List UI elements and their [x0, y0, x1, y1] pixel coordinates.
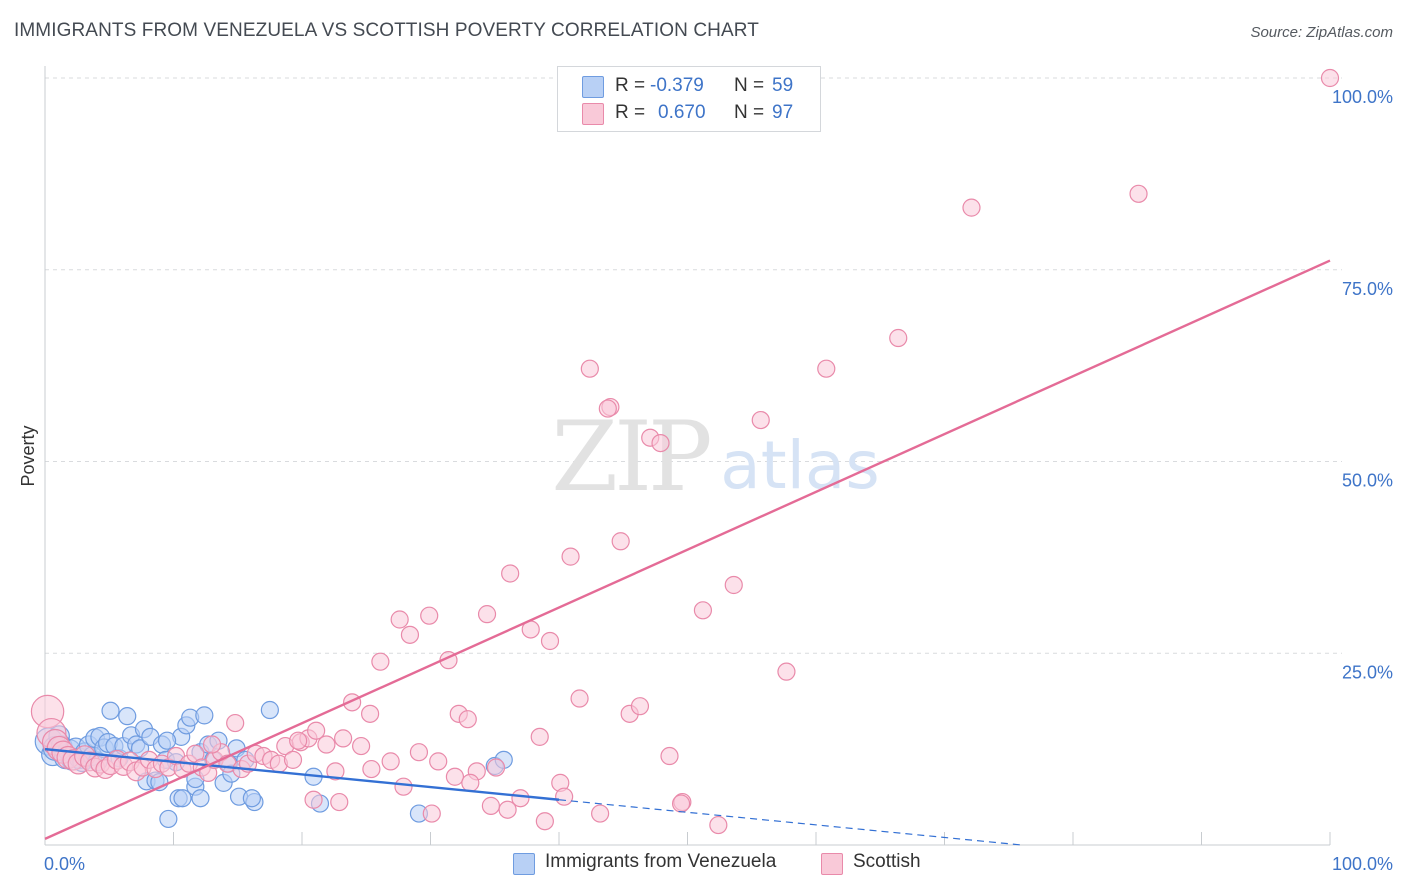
scottish-point — [326, 762, 345, 781]
venezuela-point — [242, 789, 261, 808]
scottish-point — [334, 729, 353, 748]
venezuela-trend-line — [44, 747, 560, 801]
x-tick-label-start: 0.0% — [44, 854, 85, 874]
scottish-point — [817, 359, 836, 378]
series-scottish-points — [30, 68, 1340, 835]
trend-lines — [44, 259, 1331, 846]
venezuela-point — [101, 701, 120, 720]
scottish-point — [461, 773, 480, 792]
y-tick-label: 50.0% — [1342, 471, 1393, 491]
scottish-point — [530, 727, 549, 746]
scottish-point — [477, 605, 497, 624]
legend-n-value-scottish: 97 — [772, 102, 794, 123]
scottish-point — [498, 800, 517, 819]
tick-labels: 25.0% 50.0% 75.0% 100.0% 0.0% 100.0% — [44, 87, 1393, 874]
scottish-point — [330, 792, 349, 812]
scottish-point — [361, 704, 380, 723]
watermark-atlas: atlas — [720, 427, 880, 504]
scottish-point — [580, 359, 599, 378]
scottish-point — [1129, 184, 1148, 203]
legend-r-value-scottish: 0.670 — [658, 102, 706, 123]
scottish-point — [693, 601, 713, 620]
venezuela-point — [118, 707, 137, 726]
legend-r-value-venezuela: -0.379 — [650, 75, 704, 96]
scottish-point — [962, 198, 981, 217]
watermark: ZIP atlas — [551, 401, 879, 513]
scottish-point — [352, 736, 371, 756]
scottish-point — [409, 743, 429, 762]
scottish-point — [555, 787, 574, 806]
watermark-zip: ZIP — [551, 401, 710, 513]
bottom-legend-label-venezuela: Immigrants from Venezuela — [545, 851, 777, 872]
legend-n-label: N = — [734, 75, 765, 96]
legend-n-label: N = — [734, 102, 765, 123]
scottish-point — [394, 777, 413, 796]
legend-r-label: R = — [615, 102, 646, 123]
scottish-point — [283, 750, 303, 769]
chart-title: IMMIGRANTS FROM VENEZUELA VS SCOTTISH PO… — [14, 20, 759, 41]
scottish-point — [307, 721, 326, 740]
scottish-point — [289, 731, 308, 750]
scottish-point — [570, 689, 589, 708]
scottish-point — [751, 410, 770, 430]
scottish-point — [226, 713, 245, 733]
bottom-legend-swatch-scottish — [821, 853, 843, 875]
scottish-point — [420, 606, 439, 625]
scottish-point — [777, 662, 796, 681]
venezuela-point — [260, 700, 279, 720]
scottish-point — [481, 796, 500, 815]
scottish-point — [598, 399, 617, 418]
scottish-point — [660, 746, 679, 766]
scottish-point — [671, 794, 691, 813]
scottish-point — [400, 625, 420, 644]
scottish-point — [540, 631, 560, 651]
scottish-point — [458, 710, 477, 729]
scottish-point — [422, 804, 441, 823]
scottish-trend-line — [44, 259, 1331, 840]
scottish-point — [317, 735, 336, 754]
source-credit: Source: ZipAtlas.com — [1250, 24, 1393, 41]
scottish-point — [381, 752, 400, 771]
legend-swatch-venezuela — [582, 76, 604, 98]
x-tick-label-end: 100.0% — [1332, 854, 1393, 874]
scottish-point — [724, 575, 743, 595]
scottish-point — [630, 697, 650, 716]
scottish-point — [390, 610, 409, 629]
scottish-point — [651, 433, 670, 453]
venezuela-point — [195, 706, 214, 725]
scottish-point — [486, 758, 506, 777]
y-axis-label: Poverty — [18, 425, 38, 486]
legend-swatch-scottish — [582, 103, 604, 125]
scottish-point — [371, 652, 390, 671]
scottish-point — [511, 789, 530, 808]
venezuela-trend-extension — [558, 799, 1022, 846]
scottish-point — [445, 767, 465, 786]
venezuela-point — [191, 789, 210, 808]
scottish-point — [611, 532, 630, 551]
scottish-point — [709, 815, 728, 835]
y-tick-label: 100.0% — [1332, 87, 1393, 107]
scottish-point — [1320, 68, 1340, 88]
scottish-point — [501, 564, 520, 583]
venezuela-point — [157, 731, 177, 750]
scottish-point — [591, 804, 610, 823]
scottish-point — [362, 759, 381, 779]
grid-lines — [45, 77, 1342, 654]
y-tick-label: 25.0% — [1342, 662, 1393, 682]
scottish-point — [202, 735, 222, 754]
y-tick-label: 75.0% — [1342, 279, 1393, 299]
scottish-point — [429, 752, 448, 771]
venezuela-point — [159, 809, 178, 829]
correlation-legend: R = -0.379 N = 59 R = 0.670 N = 97 — [557, 66, 821, 132]
scottish-point — [889, 328, 908, 348]
scottish-point — [535, 812, 554, 831]
bottom-legend-swatch-venezuela — [513, 853, 535, 875]
legend-r-label: R = — [615, 75, 646, 96]
scottish-point — [304, 790, 323, 809]
venezuela-point — [173, 789, 192, 808]
legend-n-value-venezuela: 59 — [772, 75, 794, 96]
scottish-point — [561, 547, 580, 566]
bottom-legend-label-scottish: Scottish — [853, 851, 921, 872]
